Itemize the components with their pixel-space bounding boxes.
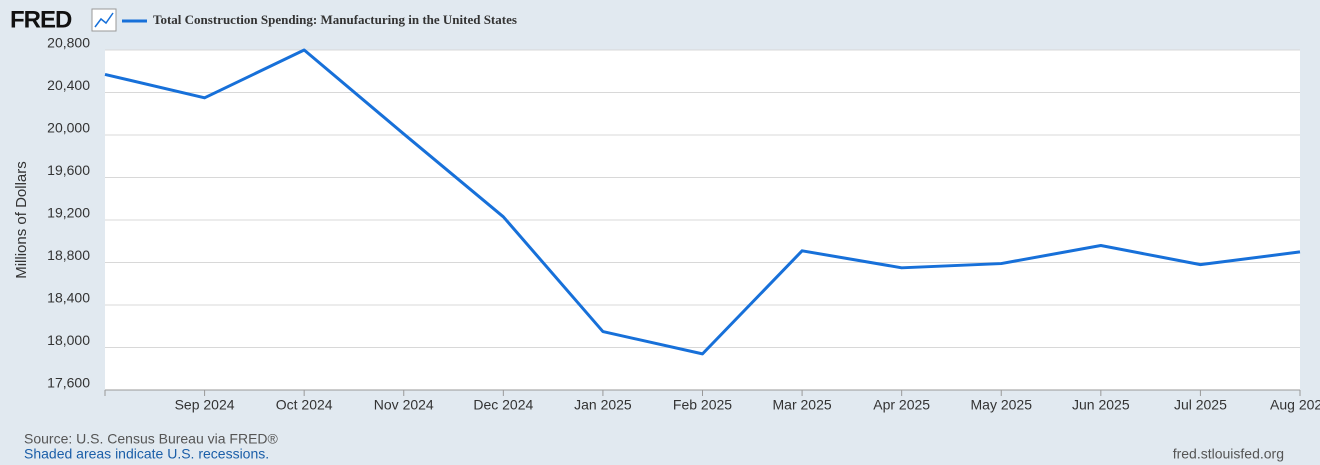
x-tick-label: Mar 2025 — [773, 397, 832, 413]
y-tick-label: 17,600 — [47, 375, 90, 391]
series-line — [104, 48, 1301, 356]
y-tick-label: 20,000 — [47, 120, 90, 136]
site: fred.stlouisfed.org — [1173, 446, 1284, 462]
x-tick-label: Jun 2025 — [1072, 397, 1130, 413]
note: Shaded areas indicate U.S. recessions. — [24, 446, 269, 462]
x-tick-label: Jan 2025 — [574, 397, 632, 413]
x-tick-label: Oct 2024 — [276, 397, 333, 413]
y-tick-label: 20,800 — [47, 35, 90, 51]
brand-icon — [91, 8, 117, 32]
x-tick-label: Jul 2025 — [1174, 397, 1227, 413]
x-tick-label: Dec 2024 — [473, 397, 533, 413]
y-tick-label: 18,000 — [47, 332, 90, 348]
source: Source: U.S. Census Bureau via FRED® — [24, 431, 279, 447]
legend-label: Total Construction Spending: Manufacturi… — [153, 12, 517, 27]
y-tick-label: 19,600 — [47, 162, 90, 178]
x-tick-label: Aug 2025 — [1270, 397, 1320, 413]
x-tick-label: Feb 2025 — [673, 397, 732, 413]
x-tick-label: Apr 2025 — [873, 397, 930, 413]
x-tick-label: Nov 2024 — [374, 397, 434, 413]
y-axis-label: Millions of Dollars — [13, 161, 30, 279]
y-tick-label: 18,400 — [47, 290, 90, 306]
y-tick-label: 20,400 — [47, 77, 90, 93]
x-tick-label: May 2025 — [971, 397, 1033, 413]
brand: FRED — [10, 6, 72, 33]
y-tick-label: 19,200 — [47, 205, 90, 221]
x-tick-label: Sep 2024 — [175, 397, 235, 413]
y-tick-label: 18,800 — [47, 247, 90, 263]
